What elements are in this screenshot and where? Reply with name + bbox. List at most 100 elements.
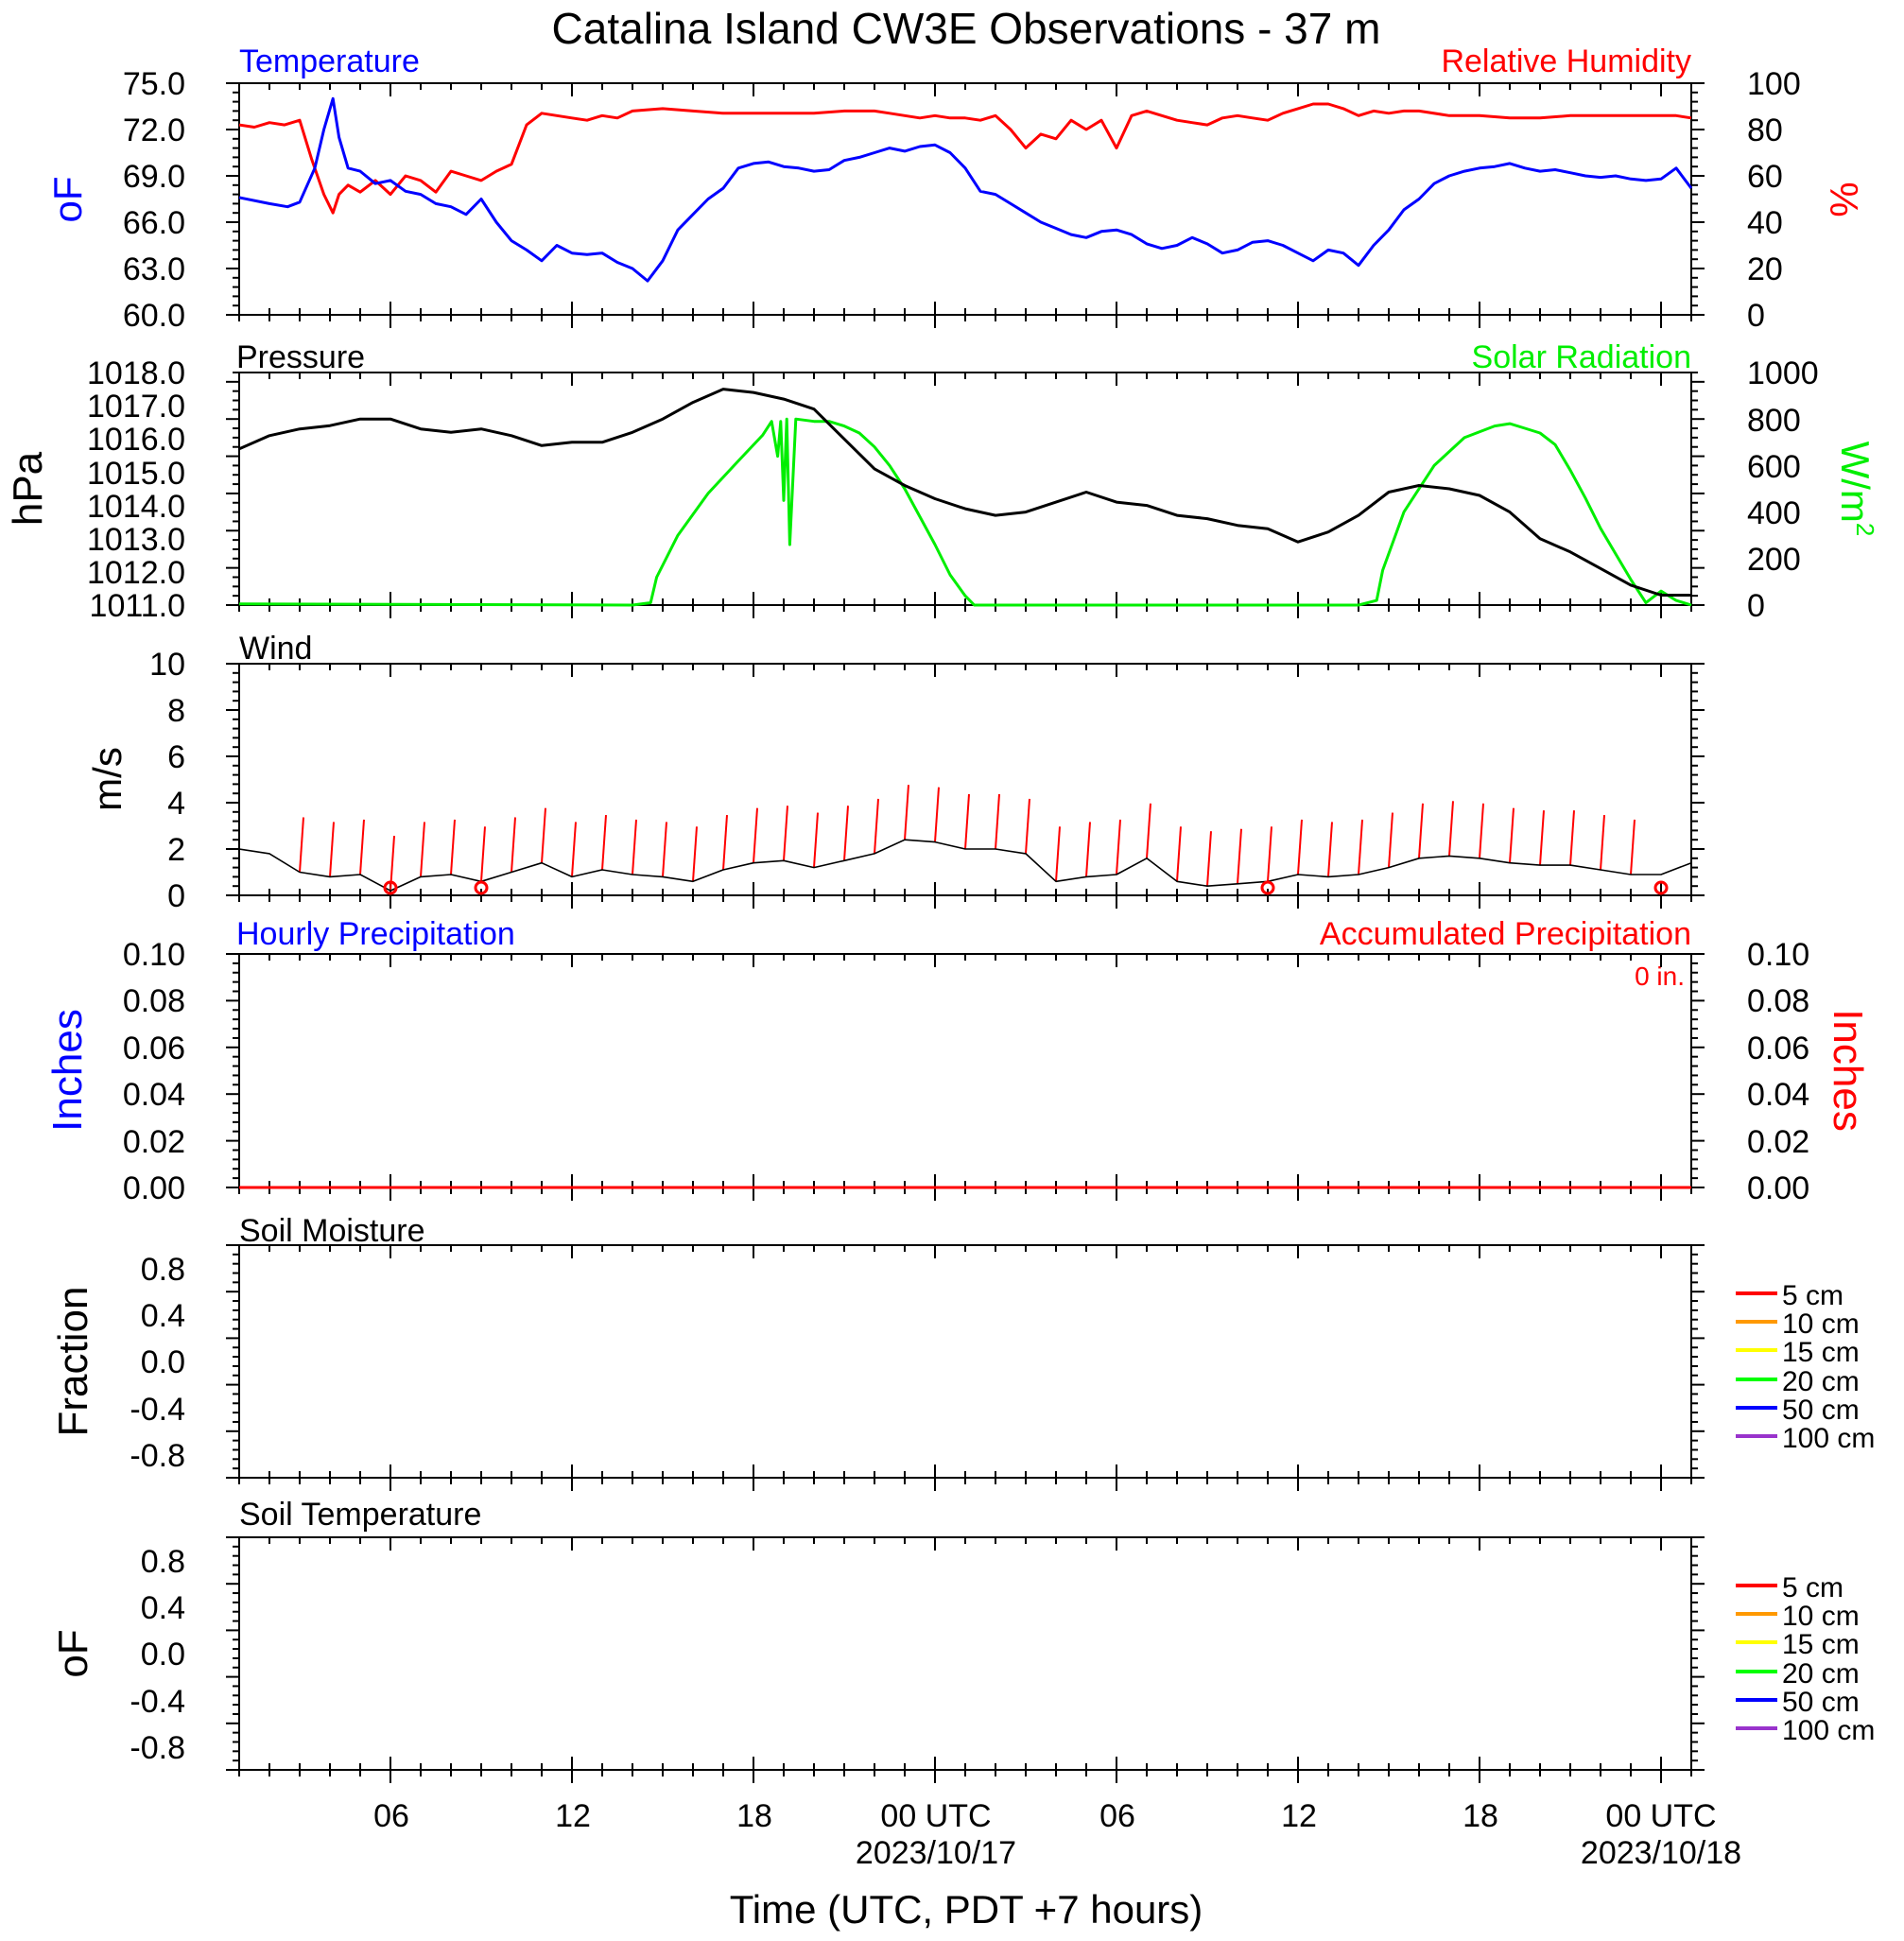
soil-temp-tick-label: 0.4 (141, 1590, 185, 1626)
wind-tick-label: 6 (167, 739, 185, 775)
pressure-line (238, 388, 1691, 597)
legend-label: 50 cm (1782, 1687, 1860, 1718)
temp-tick-label: 60.0 (123, 298, 185, 334)
solar-panel-title: Solar Radiation (1472, 339, 1691, 375)
pressure-tick-label: 1012.0 (87, 555, 185, 591)
wind-barb (420, 822, 425, 877)
soil-moisture-title: Soil Moisture (239, 1213, 425, 1249)
legend-label: 10 cm (1782, 1308, 1860, 1340)
wind-frame (238, 663, 1692, 896)
accum-tick-label: 0.08 (1747, 983, 1809, 1019)
wind-panel-title: Wind (239, 631, 312, 667)
solar-tick-label: 400 (1747, 495, 1801, 531)
temp-left-ticks: 60.0 63.0 66.0 69.0 72.0 75.0 (123, 66, 185, 334)
precip-frame (238, 953, 1692, 1188)
legend-label: 5 cm (1782, 1280, 1843, 1311)
wind-tick-label: 10 (149, 647, 185, 683)
precip-left-ticks: 0.00 0.02 0.04 0.06 0.08 0.10 (123, 937, 185, 1206)
wind-tick-label: 8 (167, 693, 185, 729)
wind-barb (783, 806, 788, 861)
wind-barb (692, 826, 698, 882)
legend-label: 100 cm (1782, 1715, 1875, 1746)
wind-barb (722, 814, 728, 871)
pressure-solar-frame (238, 372, 1692, 606)
soil-temp-tick-label: 0.8 (141, 1544, 185, 1580)
wind-barb (1267, 826, 1272, 882)
wind-barb (1176, 826, 1182, 882)
solar-tick-label: 800 (1747, 403, 1801, 439)
temp-rh-series (226, 82, 1705, 328)
rh-right-ticks: 0 20 40 60 80 100 (1747, 66, 1801, 334)
legend-label: 20 cm (1782, 1366, 1860, 1397)
wind-barb (329, 822, 335, 877)
rh-tick-label: 40 (1747, 205, 1783, 241)
soil-temp-panel: Soil Temperature oF -0.8 -0.4 0.0 0.4 0.… (50, 1497, 1875, 1783)
wind-series (226, 663, 1705, 909)
x-tick-label: 06 (373, 1798, 409, 1834)
precip-tick-label: 0.00 (123, 1170, 185, 1206)
rh-unit-label: % (1822, 182, 1866, 217)
wind-tick-label: 4 (167, 786, 185, 822)
accum-precip-title: Accumulated Precipitation (1320, 916, 1691, 952)
wind-barb (934, 787, 940, 842)
soil-temp-tick-label: -0.8 (130, 1730, 185, 1766)
temp-panel-title: Temperature (239, 43, 420, 79)
x-tick-label: 18 (1463, 1798, 1498, 1834)
soil-moisture-panel: Soil Moisture Fraction -0.8 -0.4 0.0 0.4… (50, 1213, 1875, 1491)
rh-tick-label: 20 (1747, 251, 1783, 287)
rh-panel-title: Relative Humidity (1441, 43, 1691, 79)
wind-barb (571, 822, 577, 877)
legend-label: 15 cm (1782, 1337, 1860, 1368)
wind-barb (813, 812, 819, 868)
x-tick-label: 00 UTC (880, 1798, 991, 1834)
soil-moisture-unit: Fraction (50, 1287, 96, 1437)
soil-temp-legend: 5 cm 10 cm 15 cm 20 cm 50 cm 100 cm (1736, 1572, 1875, 1746)
soil-temp-series (226, 1536, 1705, 1783)
legend-label: 20 cm (1782, 1658, 1860, 1690)
pressure-tick-label: 1017.0 (87, 389, 185, 425)
solar-tick-label: 600 (1747, 449, 1801, 485)
wind-barb (1206, 831, 1212, 887)
legend-label: 50 cm (1782, 1395, 1860, 1426)
wind-barb (1509, 807, 1515, 863)
rh-tick-label: 0 (1747, 298, 1765, 334)
wind-barb (480, 826, 486, 882)
soil-temp-tick-label: -0.4 (130, 1684, 185, 1720)
temp-rh-panel: Temperature Relative Humidity oF % 60.0 … (45, 43, 1866, 334)
x-tick-date: 2023/10/17 (856, 1835, 1016, 1871)
wind-barb (1600, 814, 1605, 871)
pressure-solar-series (226, 372, 1705, 618)
solar-unit-label: W/m2 (1833, 442, 1879, 537)
wind-barb (1085, 822, 1091, 877)
precip-tick-label: 0.08 (123, 983, 185, 1019)
legend-label: 100 cm (1782, 1423, 1875, 1454)
wind-barb (1418, 803, 1424, 858)
soil-temp-ticks: -0.8 -0.4 0.0 0.4 0.8 (130, 1544, 185, 1766)
rh-tick-label: 80 (1747, 113, 1783, 148)
legend-label: 15 cm (1782, 1629, 1860, 1660)
rh-tick-label: 60 (1747, 159, 1783, 195)
accum-tick-label: 0.06 (1747, 1031, 1809, 1066)
pressure-unit-label: hPa (5, 451, 51, 526)
chart-title: Catalina Island CW3E Observations - 37 m (552, 4, 1381, 53)
temp-tick-label: 75.0 (123, 66, 185, 102)
pressure-left-ticks: 1011.0 1012.0 1013.0 1014.0 1015.0 1016.… (87, 355, 185, 624)
wind-barb (995, 793, 1000, 850)
wind-barb (874, 798, 879, 854)
wind-barb (1025, 798, 1030, 854)
pressure-tick-label: 1013.0 (87, 522, 185, 558)
accum-precip-total: 0 in. (1635, 962, 1685, 991)
wind-barb (541, 807, 546, 863)
pressure-tick-label: 1011.0 (90, 588, 185, 624)
solar-tick-label: 1000 (1747, 355, 1819, 391)
x-tick-label: 12 (555, 1798, 591, 1834)
precip-panel: Hourly Precipitation Accumulated Precipi… (44, 916, 1871, 1206)
wind-barb (1297, 819, 1303, 875)
solar-right-ticks: 0 200 400 600 800 1000 (1747, 355, 1819, 624)
precip-right-ticks: 0.00 0.02 0.04 0.06 0.08 0.10 (1747, 937, 1809, 1206)
soil-temp-title: Soil Temperature (239, 1497, 481, 1533)
wind-barb (904, 785, 909, 841)
x-tick-label: 00 UTC (1605, 1798, 1716, 1834)
solar-tick-label: 0 (1747, 588, 1765, 624)
pressure-tick-label: 1016.0 (87, 422, 185, 458)
